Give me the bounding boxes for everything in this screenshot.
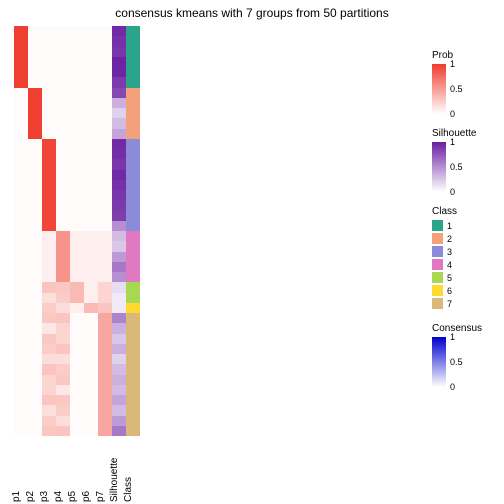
legend-tick: 0: [450, 382, 455, 392]
legend-tick: 0.5: [450, 84, 463, 94]
legend-prob: Prob 10.50: [432, 50, 498, 114]
column-labels: p1p2p3p4p5p6p7SilhouetteClass: [14, 440, 140, 502]
legend-tick: 0: [450, 187, 455, 197]
swatch-icon: [432, 233, 443, 244]
swatch-icon: [432, 298, 443, 309]
legend-class-label: 5: [447, 273, 452, 283]
legend-class-label: 3: [447, 247, 452, 257]
legend-tick: 1: [450, 332, 455, 342]
legend-class-title: Class: [432, 206, 498, 217]
col-label: p5: [67, 491, 78, 502]
legend-tick: 1: [450, 59, 455, 69]
col-label: p1: [11, 491, 22, 502]
legends: Prob 1 0.5 0 Silhouette 1 0.5 0 Class 1 2 3 4 5 6…: [432, 50, 498, 401]
legend-tick: 0.5: [450, 357, 463, 367]
legend-tick: 0: [450, 109, 455, 119]
legend-class: Class 1 2 3 4 5 6 7: [432, 206, 498, 309]
col-label: p4: [53, 491, 64, 502]
swatch-icon: [432, 246, 443, 257]
legend-class-item: 7: [432, 298, 498, 309]
legend-sil-bar: [432, 142, 446, 192]
legend-tick: 0.5: [450, 162, 463, 172]
col-label: p2: [25, 491, 36, 502]
legend-cons: Consensus 10.50: [432, 323, 498, 387]
prob-annotation: [14, 26, 112, 436]
col-label: Class: [123, 477, 134, 502]
col-label: p3: [39, 491, 50, 502]
swatch-icon: [432, 220, 443, 231]
legend-class-label: 4: [447, 260, 452, 270]
legend-cons-title: Consensus: [432, 323, 498, 334]
legend-prob-bar: [432, 64, 446, 114]
plot-title: consensus kmeans with 7 groups from 50 p…: [0, 6, 504, 20]
legend-class-items: 1 2 3 4 5 6 7: [432, 220, 498, 309]
legend-class-item: 3: [432, 246, 498, 257]
swatch-icon: [432, 272, 443, 283]
col-label: p6: [81, 491, 92, 502]
legend-class-item: 1: [432, 220, 498, 231]
legend-sil: Silhouette 10.50: [432, 128, 498, 192]
col-label: p7: [95, 491, 106, 502]
legend-sil-title: Silhouette: [432, 128, 498, 139]
legend-prob-title: Prob: [432, 50, 498, 61]
legend-class-item: 2: [432, 233, 498, 244]
legend-class-label: 6: [447, 286, 452, 296]
class-annotation: [126, 26, 140, 436]
swatch-icon: [432, 285, 443, 296]
legend-class-label: 1: [447, 221, 452, 231]
legend-class-label: 2: [447, 234, 452, 244]
col-label: Silhouette: [109, 458, 120, 502]
legend-class-label: 7: [447, 299, 452, 309]
swatch-icon: [432, 259, 443, 270]
plot-area: [14, 26, 424, 436]
silhouette-annotation: [112, 26, 126, 436]
legend-class-item: 5: [432, 272, 498, 283]
legend-cons-bar: [432, 337, 446, 387]
legend-class-item: 4: [432, 259, 498, 270]
legend-class-item: 6: [432, 285, 498, 296]
legend-tick: 1: [450, 137, 455, 147]
